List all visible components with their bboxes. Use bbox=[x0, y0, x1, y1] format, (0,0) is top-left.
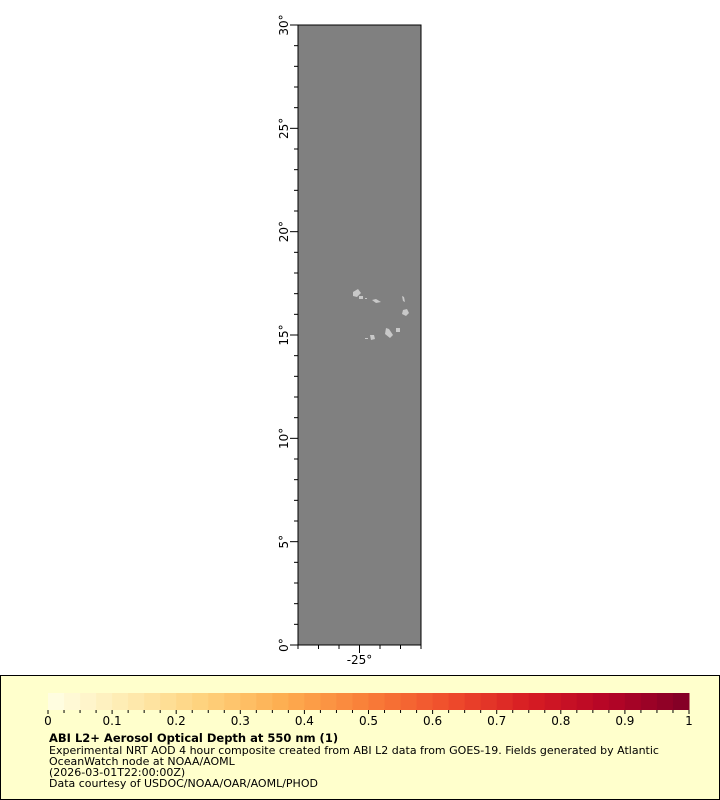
colorbar-bin bbox=[80, 693, 97, 710]
colorbar-bin bbox=[144, 693, 161, 710]
colorbar-bin bbox=[128, 693, 145, 710]
colorbar-tick-label: 0.4 bbox=[295, 714, 314, 726]
colorbar-tick-label: 0.5 bbox=[359, 714, 378, 726]
colorbar-bin bbox=[608, 693, 626, 710]
island-sao-vicente bbox=[359, 296, 363, 299]
map-axes: 0° 5° 10° 15° 20° 25° 30° -25° bbox=[277, 14, 422, 667]
legend-line-2: OceanWatch node at NOAA/AOML bbox=[49, 755, 235, 768]
colorbar-bin bbox=[320, 693, 337, 710]
colorbar-bin bbox=[224, 693, 241, 710]
colorbar-tick-label: 0 bbox=[44, 714, 52, 726]
island-brava bbox=[365, 338, 368, 339]
colorbar-tick-label: 0.9 bbox=[615, 714, 634, 726]
colorbar-bin bbox=[192, 693, 209, 710]
colorbar-bin bbox=[176, 693, 193, 710]
colorbar-bin bbox=[528, 693, 546, 710]
colorbar-tick-label: 0.7 bbox=[487, 714, 506, 726]
island-boa-vista bbox=[402, 309, 409, 316]
lat-tick-label: 30° bbox=[277, 14, 291, 35]
islands bbox=[353, 289, 409, 340]
lon-tick-label: -25° bbox=[347, 653, 373, 667]
colorbar-bin bbox=[656, 693, 674, 710]
colorbar-bin bbox=[400, 693, 418, 710]
lat-tick-label: 25° bbox=[277, 118, 291, 139]
legend-line-3: (2026-03-01T22:00:00Z) bbox=[49, 766, 186, 779]
colorbar-bin bbox=[304, 693, 321, 710]
colorbar-tick-label: 0.1 bbox=[103, 714, 122, 726]
legend-title: ABI L2+ Aerosol Optical Depth at 550 nm … bbox=[49, 731, 339, 745]
colorbar-tick-label: 0.6 bbox=[423, 714, 442, 726]
island-santiago bbox=[385, 328, 393, 338]
colorbar-bin bbox=[432, 693, 450, 710]
colorbar-bin bbox=[256, 693, 273, 710]
colorbar-bin bbox=[336, 693, 353, 710]
colorbar-bin bbox=[368, 693, 386, 710]
colorbar-bin bbox=[592, 693, 610, 710]
legend-line-4: Data courtesy of USDOC/NOAA/OAR/AOML/PHO… bbox=[49, 777, 318, 790]
legend-panel: 0 0.1 0.2 0.3 0.4 0.5 0.6 0.7 0.8 0.9 1 ABI L2+ Ae… bbox=[0, 675, 720, 800]
colorbar-bin bbox=[352, 693, 369, 710]
colorbar-bin bbox=[560, 693, 578, 710]
colorbar-tick-label: 0.2 bbox=[167, 714, 186, 726]
lat-tick-label: 5° bbox=[277, 535, 291, 549]
colorbar-bin bbox=[272, 693, 289, 710]
colorbar-bin bbox=[416, 693, 434, 710]
colorbar-bin bbox=[544, 693, 562, 710]
lat-tick-label: 0° bbox=[277, 638, 291, 652]
colorbar-bin bbox=[576, 693, 594, 710]
colorbar-bin bbox=[448, 693, 466, 710]
colorbar-bin bbox=[240, 693, 257, 710]
colorbar-bin bbox=[640, 693, 658, 710]
colorbar-bin bbox=[384, 693, 402, 710]
colorbar-tick-label: 0.3 bbox=[231, 714, 250, 726]
colorbar: 0 0.1 0.2 0.3 0.4 0.5 0.6 0.7 0.8 0.9 1 bbox=[44, 693, 693, 726]
lat-tick-label: 20° bbox=[277, 221, 291, 242]
colorbar-bin bbox=[160, 693, 177, 710]
lat-tick-label: 15° bbox=[277, 324, 291, 345]
island-sao-nicolau bbox=[372, 299, 381, 303]
colorbar-bin bbox=[512, 693, 530, 710]
colorbar-tick-label: 0.8 bbox=[551, 714, 570, 726]
colorbar-tick-label: 1 bbox=[685, 714, 693, 726]
colorbar-bin bbox=[96, 693, 113, 710]
colorbar-bin bbox=[480, 693, 498, 710]
island-santa-luzia bbox=[365, 298, 367, 299]
colorbar-bin bbox=[288, 693, 305, 710]
colorbar-bin bbox=[496, 693, 514, 710]
island-santo-antao bbox=[353, 289, 361, 297]
island-fogo bbox=[370, 335, 375, 340]
island-sal bbox=[402, 296, 405, 302]
lat-tick-label: 10° bbox=[277, 428, 291, 449]
colorbar-bin bbox=[64, 693, 81, 710]
colorbar-bin bbox=[464, 693, 482, 710]
legend-line-1: Experimental NRT AOD 4 hour composite cr… bbox=[49, 744, 659, 757]
map-plot: 0° 5° 10° 15° 20° 25° 30° -25° bbox=[277, 14, 422, 667]
island-maio bbox=[396, 328, 400, 332]
colorbar-bin bbox=[208, 693, 225, 710]
colorbar-bin bbox=[624, 693, 642, 710]
colorbar-bin bbox=[48, 693, 65, 710]
map-area bbox=[297, 24, 422, 646]
colorbar-bin bbox=[672, 693, 690, 710]
colorbar-bin bbox=[112, 693, 129, 710]
